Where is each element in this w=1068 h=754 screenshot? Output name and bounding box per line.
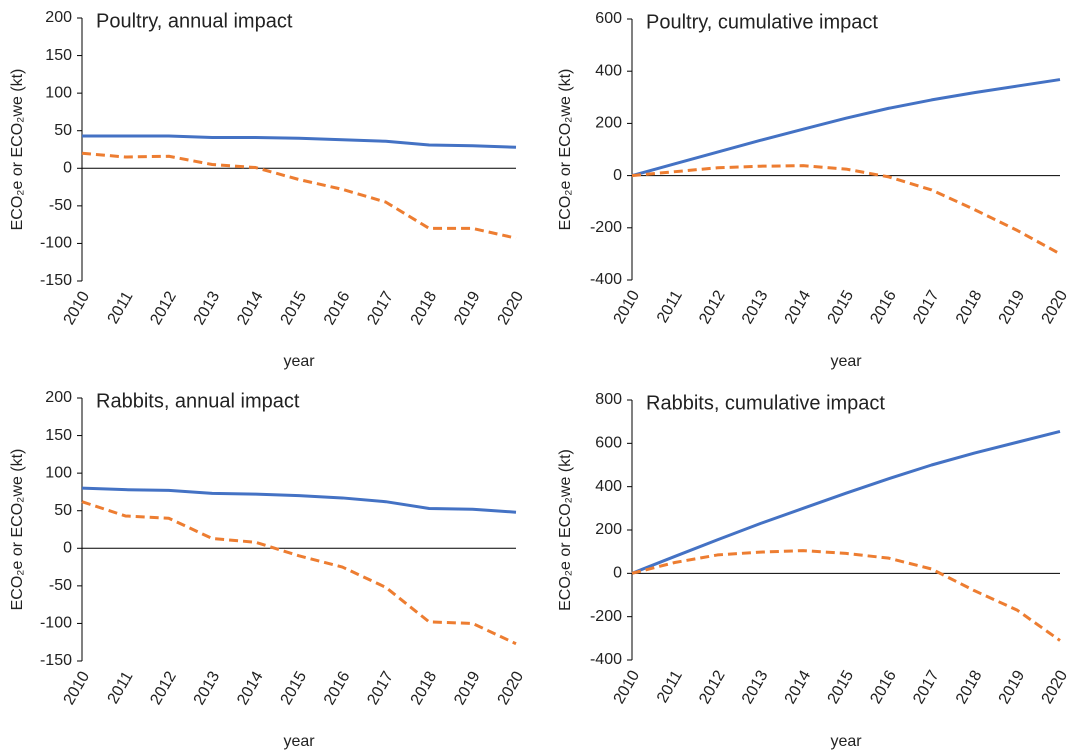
x-tick-label: 2019 — [451, 669, 484, 708]
y-tick-label: 800 — [595, 391, 622, 408]
panel: -150 -100 -50 0 50 100 150 200 2010 2011 2012 2013 2… — [9, 9, 527, 370]
x-tick-label: 2011 — [105, 669, 137, 707]
y-tick-label: 100 — [45, 464, 72, 481]
y-axis-label: ECO₂e or ECO₂we (kt) — [557, 69, 574, 231]
y-tick-label: -150 — [40, 652, 72, 669]
x-tick-label: 2013 — [191, 289, 224, 328]
x-tick-label: 2016 — [867, 288, 900, 327]
x-axis-label: year — [830, 353, 862, 370]
x-tick-label: 2017 — [910, 668, 943, 707]
x-tick-label: 2012 — [147, 669, 180, 708]
x-tick-label: 2016 — [321, 289, 354, 328]
panel: -400 -200 0 200 400 600 800 2010 2011 2012 2013 201… — [557, 391, 1068, 750]
x-tick-label: 2020 — [495, 669, 528, 708]
chart-title: Poultry, annual impact — [96, 10, 293, 32]
x-tick-label: 2013 — [739, 668, 772, 707]
x-tick-label: 2020 — [1039, 288, 1068, 327]
x-tick-label: 2015 — [278, 669, 311, 708]
y-axis-label: ECO₂e or ECO₂we (kt) — [9, 449, 26, 611]
x-tick-label: 2012 — [696, 668, 729, 707]
x-tick-label: 2017 — [364, 669, 397, 708]
x-tick-label: 2020 — [1039, 668, 1068, 707]
y-tick-label: -100 — [40, 615, 72, 632]
x-tick-label: 2010 — [611, 668, 644, 707]
y-tick-label: 0 — [63, 540, 72, 557]
series-line — [631, 429, 1061, 575]
x-tick-label: 2013 — [739, 288, 772, 327]
x-tick-label: 2019 — [996, 288, 1029, 327]
x-tick-label: 2014 — [234, 669, 267, 708]
y-tick-label: 50 — [54, 502, 72, 519]
y-tick-label: -200 — [590, 219, 622, 236]
x-tick-label: 2019 — [996, 668, 1029, 707]
y-tick-label: 50 — [54, 122, 72, 139]
y-tick-label: -50 — [49, 577, 72, 594]
x-axis-label: year — [283, 353, 315, 370]
x-tick-label: 2019 — [451, 289, 484, 328]
x-tick-label: 2014 — [782, 668, 815, 707]
series-line — [631, 164, 1061, 256]
series-line — [82, 134, 517, 149]
series-line — [81, 151, 517, 240]
x-tick-label: 2015 — [278, 289, 311, 328]
x-tick-label: 2015 — [825, 288, 858, 327]
y-tick-label: 150 — [45, 47, 72, 64]
x-tick-label: 2013 — [191, 669, 224, 708]
chart-title: Rabbits, cumulative impact — [646, 392, 885, 414]
y-tick-label: -50 — [49, 197, 72, 214]
y-tick-label: -400 — [590, 651, 622, 668]
y-tick-label: 400 — [595, 478, 622, 495]
x-tick-label: 2011 — [654, 668, 686, 706]
chart-title: Poultry, cumulative impact — [646, 11, 878, 33]
series-line — [81, 486, 517, 514]
series-line — [631, 549, 1061, 642]
y-tick-label: -100 — [40, 235, 72, 252]
y-tick-label: 0 — [63, 160, 72, 177]
x-tick-label: 2010 — [61, 669, 94, 708]
y-tick-label: 600 — [595, 435, 622, 452]
y-tick-label: 0 — [613, 167, 622, 184]
x-tick-label: 2011 — [105, 289, 137, 327]
y-tick-label: 600 — [595, 10, 622, 27]
y-tick-label: 200 — [595, 115, 622, 132]
panel: -150 -100 -50 0 50 100 150 200 2010 2011 2012 2013 2… — [9, 389, 527, 750]
x-tick-label: 2012 — [147, 289, 180, 328]
x-tick-label: 2017 — [364, 289, 397, 328]
x-tick-label: 2010 — [61, 289, 94, 328]
x-tick-label: 2010 — [611, 288, 644, 327]
panel: -400 -200 0 200 400 600 2010 2011 2012 2013 2014 20… — [557, 10, 1068, 370]
x-axis-label: year — [283, 733, 315, 750]
x-tick-label: 2016 — [321, 669, 354, 708]
y-tick-label: 200 — [595, 521, 622, 538]
x-tick-label: 2018 — [953, 288, 986, 327]
y-tick-label: 100 — [45, 84, 72, 101]
y-axis-label: ECO₂e or ECO₂we (kt) — [9, 69, 26, 231]
y-tick-label: 200 — [45, 389, 72, 406]
y-axis-label: ECO₂e or ECO₂we (kt) — [557, 449, 574, 611]
x-tick-label: 2016 — [867, 668, 900, 707]
x-tick-label: 2020 — [495, 289, 528, 328]
x-tick-label: 2018 — [408, 289, 441, 328]
x-tick-label: 2015 — [825, 668, 858, 707]
series-line — [81, 500, 517, 646]
series-line — [631, 78, 1061, 178]
y-tick-label: 400 — [595, 62, 622, 79]
x-tick-label: 2011 — [654, 288, 686, 326]
y-tick-label: -400 — [590, 271, 622, 288]
x-tick-label: 2018 — [953, 668, 986, 707]
x-axis-label: year — [830, 733, 862, 750]
chart-title: Rabbits, annual impact — [96, 390, 300, 412]
y-tick-label: -150 — [40, 272, 72, 289]
x-tick-label: 2012 — [696, 288, 729, 327]
y-tick-label: -200 — [590, 608, 622, 625]
y-tick-label: 200 — [45, 9, 72, 26]
x-tick-label: 2014 — [782, 288, 815, 327]
x-tick-label: 2014 — [234, 289, 267, 328]
y-tick-label: 150 — [45, 427, 72, 444]
x-tick-label: 2017 — [910, 288, 943, 327]
x-tick-label: 2018 — [408, 669, 441, 708]
y-tick-label: 0 — [613, 565, 622, 582]
